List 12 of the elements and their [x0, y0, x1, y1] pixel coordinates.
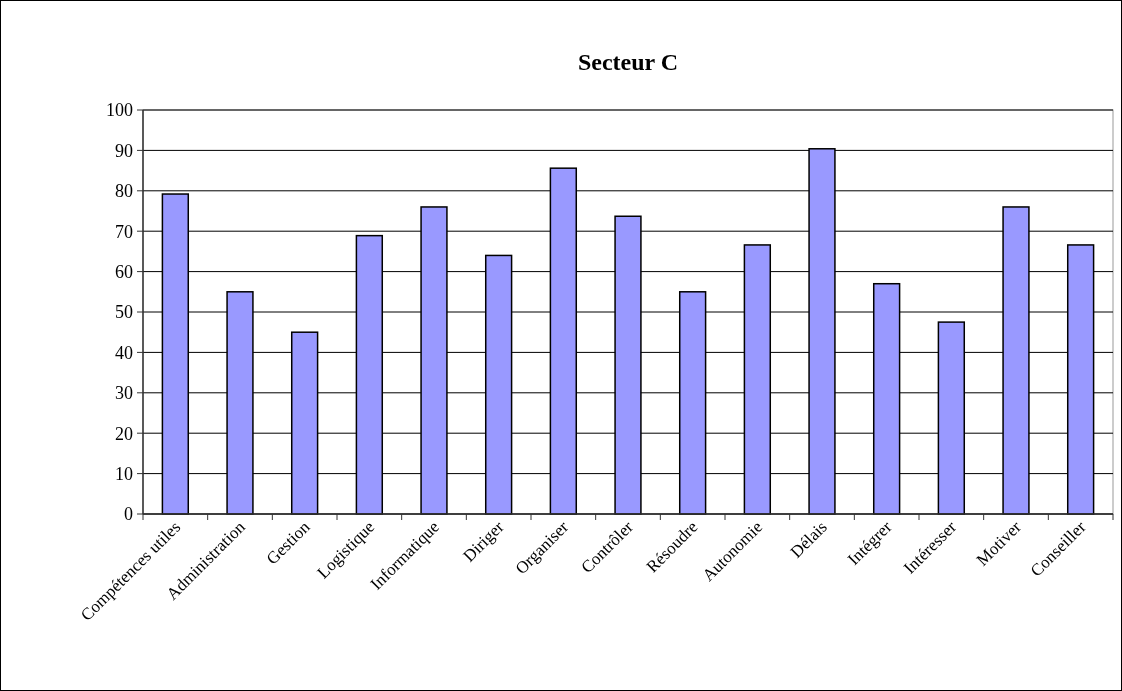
y-tick-label: 80 [115, 181, 133, 202]
y-tick-label: 20 [115, 423, 133, 444]
y-tick-label: 30 [115, 383, 133, 404]
y-tick-label: 60 [115, 261, 133, 282]
y-tick-label: 40 [115, 342, 133, 363]
y-tick-label: 100 [106, 100, 133, 121]
y-tick-label: 0 [124, 504, 133, 525]
chart-title: Secteur C [577, 49, 679, 75]
y-tick-label: 70 [115, 221, 133, 242]
y-tick-label: 90 [115, 140, 133, 161]
y-tick-label: 50 [115, 302, 133, 323]
y-tick-label: 10 [115, 463, 133, 484]
